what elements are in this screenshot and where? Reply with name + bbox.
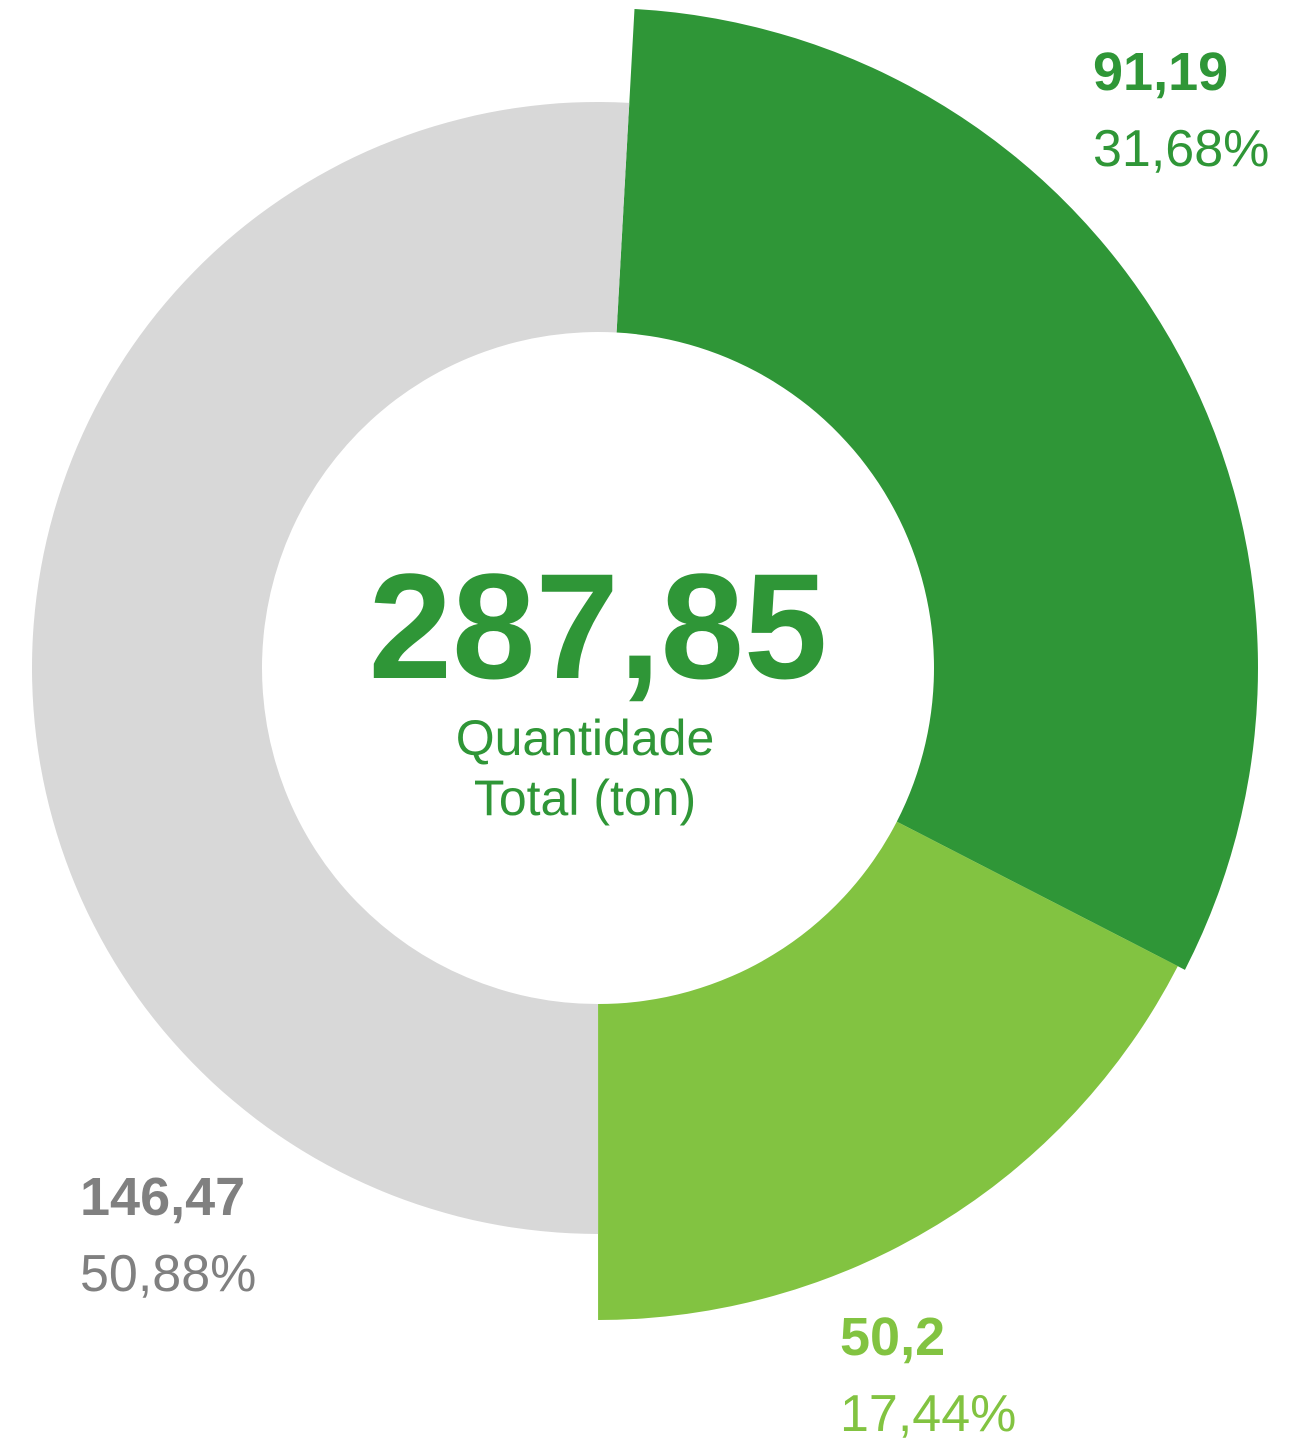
value-label: 50,2 xyxy=(840,1307,945,1367)
percentage-label: 31,68% xyxy=(1093,120,1269,178)
percentage-label: 17,44% xyxy=(840,1385,1016,1441)
percentage-label: 50,88% xyxy=(80,1245,256,1303)
center-label: Quantidade xyxy=(456,710,715,766)
donut-segment xyxy=(32,102,630,1235)
donut-segment xyxy=(598,821,1178,1320)
donut-segment xyxy=(616,9,1258,970)
center-label: Total (ton) xyxy=(474,770,696,826)
donut xyxy=(32,9,1258,1320)
total-value: 287,85 xyxy=(369,542,828,710)
value-label: 146,47 xyxy=(80,1167,245,1227)
value-label: 91,19 xyxy=(1093,42,1228,102)
